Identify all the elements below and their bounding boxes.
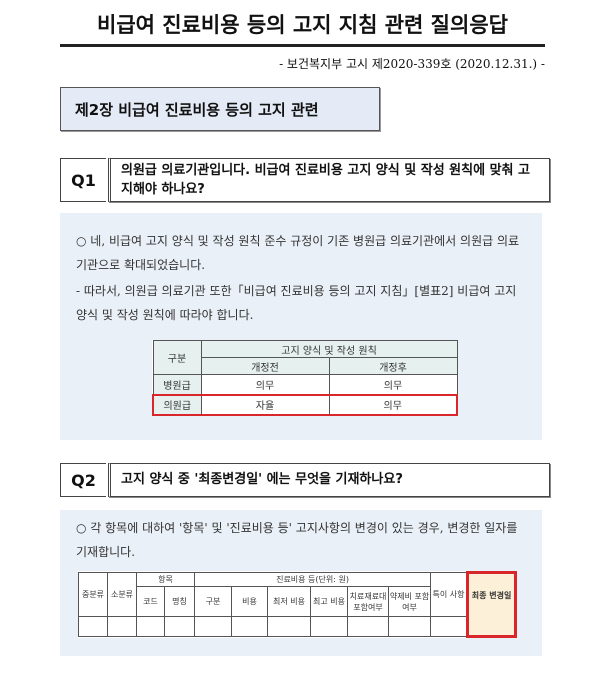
- col-name: 명칭: [163, 586, 196, 617]
- header-group: 고지 양식 및 작성 원칙: [200, 340, 458, 358]
- chapter-heading: 제2장 비급여 진료비용 등의 고지 관련: [60, 87, 380, 131]
- col-max: 최고 비용: [310, 586, 349, 617]
- col-material: 치료재료대 포함여부: [347, 586, 390, 617]
- row-after: 의무: [328, 393, 459, 416]
- col-kind: 구분: [194, 586, 233, 617]
- q2-question: 고지 양식 중 '최종변경일' 에는 무엇을 기재하나요?: [108, 463, 550, 497]
- col-drug: 약제비 포함여부: [388, 586, 432, 617]
- q2-table: 중분류 소분류 항목 진료비용 등(단위: 원) 특이 사항 최종 변경일 코드…: [78, 571, 518, 638]
- q2-answer-text: ○ 각 항목에 대하여 '항목' 및 '진료비용 등' 고지사항의 변경이 있는…: [76, 521, 518, 559]
- col-mid: 중분류: [78, 572, 108, 617]
- table-row: 병원급 의무 의무: [152, 374, 458, 395]
- row-type: 병원급: [152, 374, 202, 395]
- col-code: 코드: [136, 586, 165, 617]
- q2-label: Q2: [60, 463, 106, 497]
- subtitle: - 보건복지부 고시 제2020-339호 (2020.12.31.) -: [279, 57, 545, 71]
- row-type: 의원급: [152, 393, 202, 416]
- header-after: 개정후: [328, 357, 458, 375]
- q1-table: 구분 고지 양식 및 작성 원칙 개정전 개정후 병원급 의무 의무 의원급 자…: [152, 340, 459, 416]
- row-before: 자율: [200, 393, 330, 416]
- col-item: 항목: [135, 572, 196, 587]
- header-type: 구분: [152, 340, 202, 375]
- q1-question: 의원급 의료기관입니다. 비급여 진료비용 고지 양식 및 작성 원칙에 맞춰 …: [108, 158, 550, 202]
- header-before: 개정전: [200, 357, 330, 375]
- col-last-modified: 최종 변경일: [466, 571, 518, 617]
- q1-answer-detail: - 따라서, 의원급 의료기관 또한「비급여 진료비용 등의 고지 지침」[별표…: [76, 284, 517, 322]
- q1-answer: ○ 네, 비급여 고지 양식 및 작성 원칙 준수 규정이 기존 병원급 의료기…: [60, 213, 542, 440]
- col-min: 최저 비용: [267, 586, 312, 617]
- q1-answer-text: ○ 네, 비급여 고지 양식 및 작성 원칙 준수 규정이 기존 병원급 의료기…: [76, 234, 520, 272]
- row-before: 의무: [200, 374, 330, 395]
- col-cost: 비용: [231, 586, 269, 617]
- q2-answer: ○ 각 항목에 대하여 '항목' 및 '진료비용 등' 고지사항의 변경이 있는…: [60, 510, 542, 656]
- col-note: 특이 사항: [430, 572, 469, 617]
- table-row: [78, 616, 518, 638]
- table-row-highlighted: 의원급 자율 의무: [152, 393, 459, 416]
- q1-label: Q1: [60, 158, 106, 202]
- document-title: 비급여 진료비용 등의 고지 지침 관련 질의응답: [60, 8, 545, 47]
- col-cost-group: 진료비용 등(단위: 원): [194, 572, 432, 587]
- col-small: 소분류: [107, 572, 137, 617]
- row-after: 의무: [328, 374, 458, 395]
